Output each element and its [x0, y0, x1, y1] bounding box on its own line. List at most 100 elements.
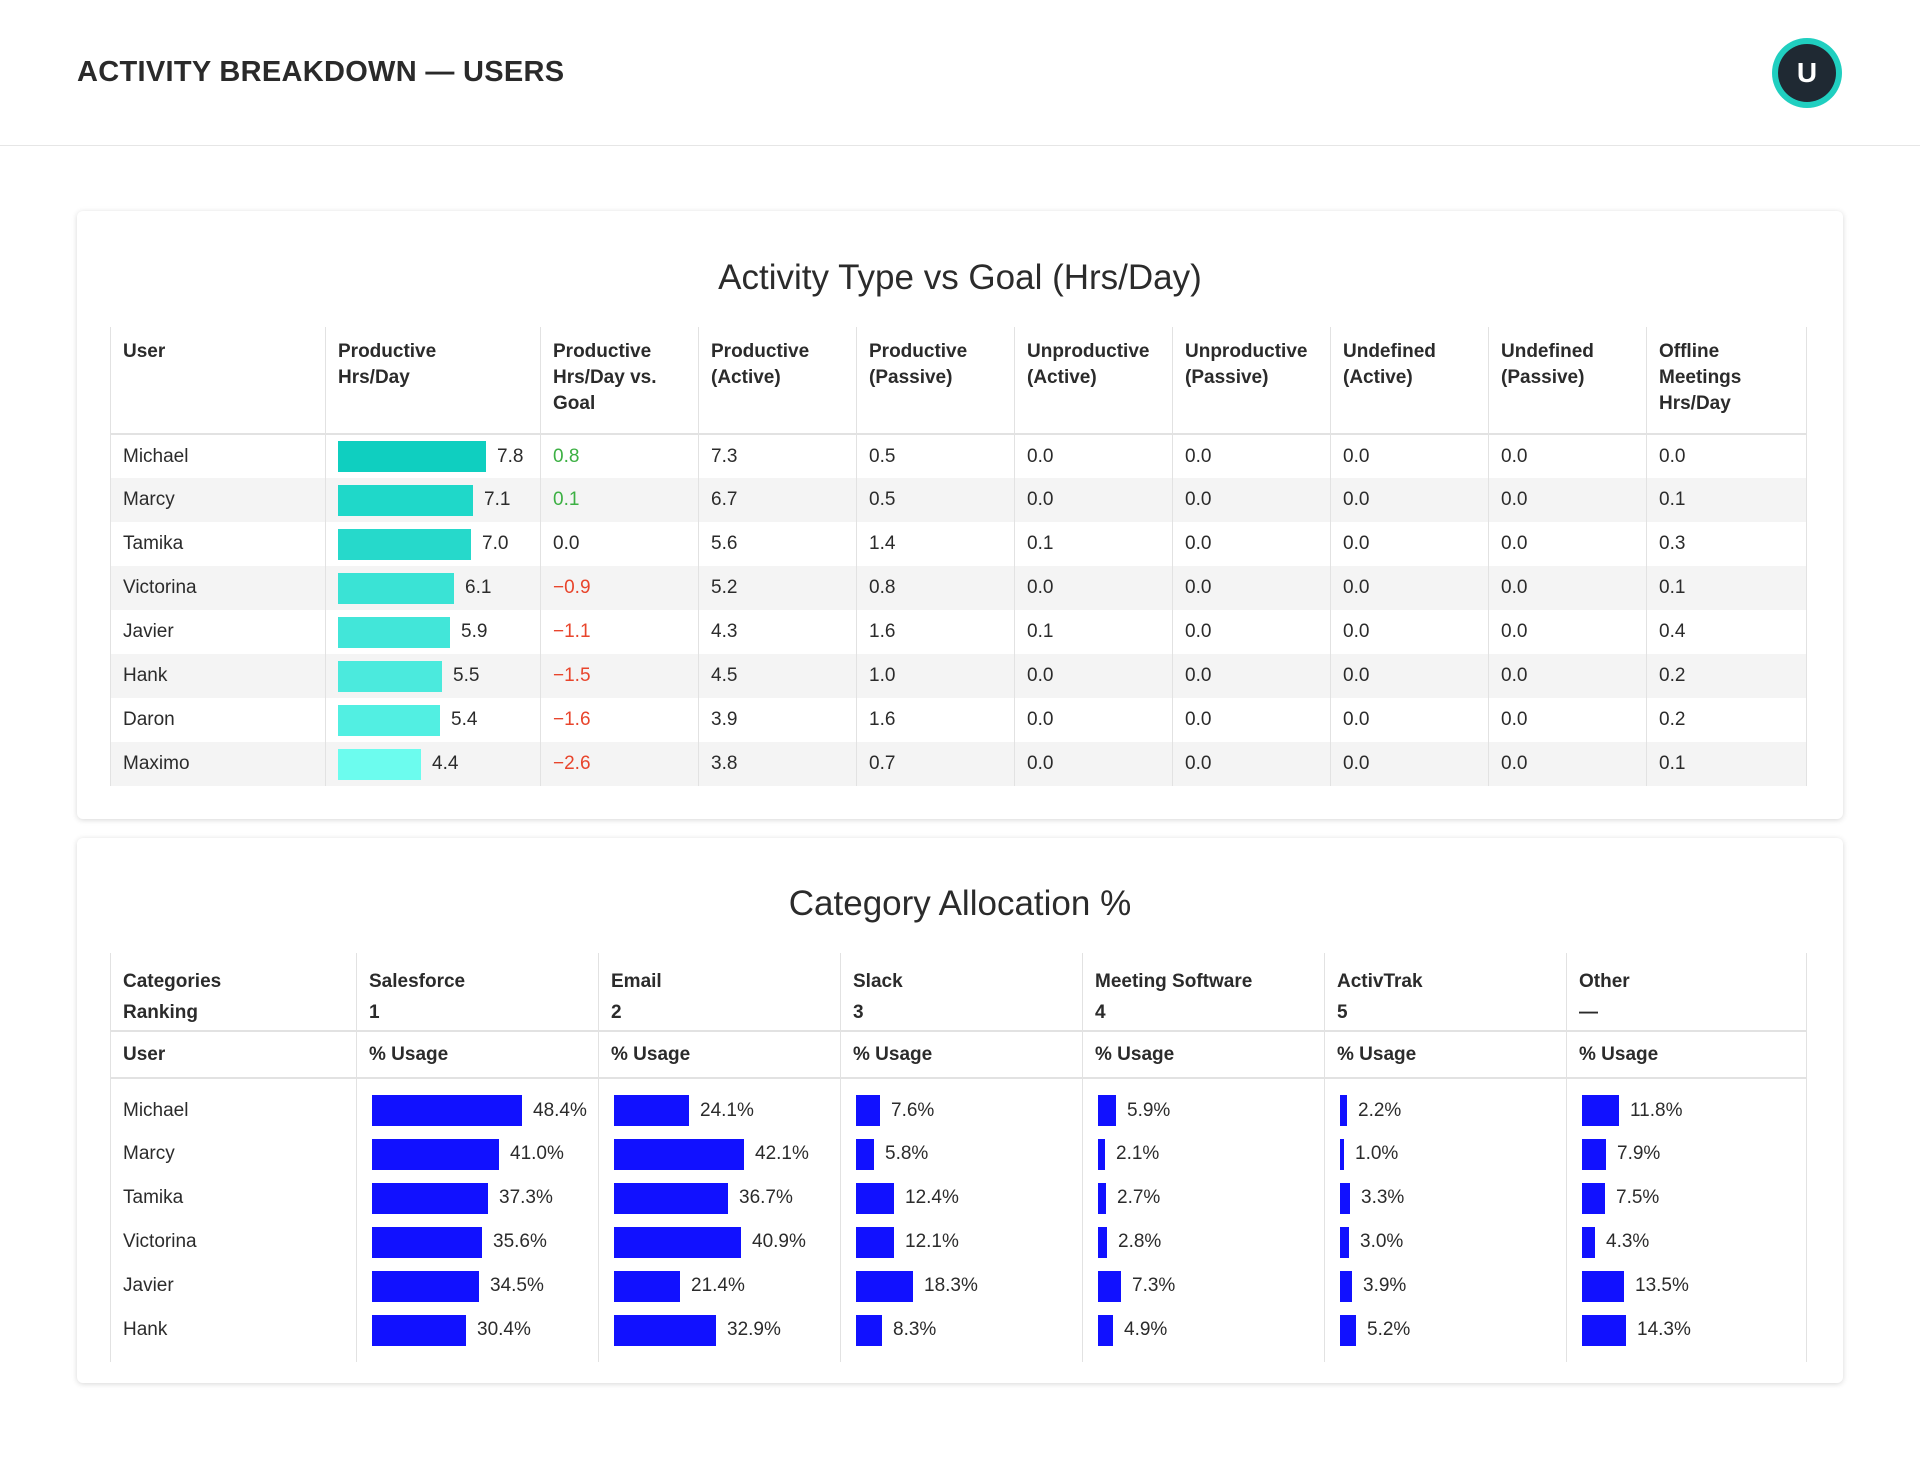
user-name: Tamika	[110, 1176, 357, 1220]
usage-bar-wrap: 2.1%	[1095, 1138, 1324, 1170]
usage-cell: 34.5%	[356, 1264, 599, 1308]
vs-goal-value: 0.1	[540, 478, 699, 522]
usage-bar	[1340, 1182, 1350, 1214]
column-header[interactable]: Productive (Active)	[698, 327, 857, 435]
category-header[interactable]: ActivTrak 5	[1324, 953, 1567, 1032]
user-name: Michael	[110, 434, 326, 478]
u-passive-value: 0.0	[1172, 434, 1331, 478]
column-header[interactable]: Unproductive (Active)	[1014, 327, 1173, 435]
usage-cell: 36.7%	[598, 1176, 841, 1220]
productive-hours-cell: 6.1	[325, 566, 541, 610]
u-passive-value: 0.0	[1172, 566, 1331, 610]
usage-value: 2.7%	[1117, 1187, 1161, 1208]
user-name: Victorina	[110, 1220, 357, 1264]
usage-bar	[614, 1095, 689, 1126]
usage-bar	[1340, 1314, 1356, 1346]
productive-bar-wrap: 7.0	[338, 528, 540, 560]
usage-bar-wrap: 1.0%	[1337, 1138, 1566, 1170]
usage-cell: 3.0%	[1324, 1220, 1567, 1264]
usage-cell: 32.9%	[598, 1308, 841, 1362]
productive-value: 7.8	[497, 445, 524, 467]
column-header[interactable]: Undefined (Passive)	[1488, 327, 1647, 435]
category-card-title: Category Allocation %	[788, 884, 1132, 923]
category-header[interactable]: Email 2	[598, 953, 841, 1032]
category-header[interactable]: Slack 3	[840, 953, 1083, 1032]
category-rank: 2	[611, 1002, 622, 1023]
column-header[interactable]: Undefined (Active)	[1330, 327, 1489, 435]
usage-cell: 7.6%	[840, 1078, 1083, 1132]
usage-value: 41.0%	[510, 1143, 564, 1164]
user-name: Maximo	[110, 742, 326, 786]
u-active-value: 0.0	[1014, 478, 1173, 522]
usage-bar	[614, 1226, 741, 1258]
category-header[interactable]: Salesforce 1	[356, 953, 599, 1032]
p-active-value: 5.2	[698, 566, 857, 610]
table-row: Daron 5.4 −1.6 3.9 1.6 0.0 0.0 0.0 0.0 0.2	[110, 698, 1807, 742]
usage-cell: 2.7%	[1082, 1176, 1325, 1220]
p-active-value: 7.3	[698, 434, 857, 478]
avatar[interactable]: U	[1772, 37, 1842, 108]
usage-label: % Usage	[1566, 1031, 1807, 1079]
category-name: Slack	[853, 971, 903, 992]
productive-hours-cell: 5.4	[325, 698, 541, 742]
usage-cell: 5.2%	[1324, 1308, 1567, 1362]
usage-bar	[614, 1182, 728, 1214]
productive-hours-cell: 4.4	[325, 742, 541, 786]
usage-cell: 7.5%	[1566, 1176, 1807, 1220]
column-header[interactable]: Unproductive (Passive)	[1172, 327, 1331, 435]
productive-value: 5.9	[461, 621, 488, 642]
p-active-value: 3.8	[698, 742, 857, 786]
productive-value: 4.4	[432, 753, 459, 774]
u-passive-value: 0.0	[1172, 478, 1331, 522]
usage-cell: 4.9%	[1082, 1308, 1325, 1362]
column-header[interactable]: Productive Hrs/Day	[325, 327, 541, 435]
u-passive-value: 0.0	[1172, 654, 1331, 698]
usage-bar	[1098, 1270, 1121, 1302]
productive-hours-cell: 5.5	[325, 654, 541, 698]
usage-bar-wrap: 30.4%	[369, 1314, 598, 1346]
category-ranking-row: Categories Ranking Salesforce 1 Email 2 Slack 3…	[110, 953, 1807, 1032]
usage-bar-wrap: 3.0%	[1337, 1226, 1566, 1258]
user-name: Tamika	[110, 522, 326, 566]
activity-table-header: User Productive Hrs/Day Productive Hrs/Day v…	[110, 327, 1807, 435]
p-passive-value: 0.5	[856, 434, 1015, 478]
productive-bar	[338, 748, 421, 780]
column-header[interactable]: Offline Meetings Hrs/Day	[1646, 327, 1807, 435]
usage-value: 21.4%	[691, 1275, 745, 1296]
p-passive-value: 1.4	[856, 522, 1015, 566]
productive-hours-cell: 7.0	[325, 522, 541, 566]
usage-bar	[856, 1226, 894, 1258]
usage-value: 42.1%	[755, 1143, 809, 1164]
vs-goal-value: −1.1	[540, 610, 699, 654]
usage-bar-wrap: 7.3%	[1095, 1270, 1324, 1302]
usage-cell: 3.3%	[1324, 1176, 1567, 1220]
usage-cell: 18.3%	[840, 1264, 1083, 1308]
vs-goal-value: 0.0	[540, 522, 699, 566]
usage-value: 2.2%	[1358, 1099, 1402, 1121]
usage-cell: 21.4%	[598, 1264, 841, 1308]
usage-bar-wrap: 42.1%	[611, 1138, 840, 1170]
usage-cell: 7.9%	[1566, 1132, 1807, 1176]
usage-bar	[1098, 1226, 1107, 1258]
usage-value: 11.8%	[1630, 1099, 1683, 1121]
column-header[interactable]: Productive Hrs/Day vs. Goal	[540, 327, 699, 435]
productive-bar	[338, 704, 440, 736]
usage-bar	[1098, 1138, 1105, 1170]
category-header[interactable]: Meeting Software 4	[1082, 953, 1325, 1032]
category-rank: 1	[369, 1002, 380, 1023]
category-rank: 4	[1095, 1002, 1106, 1023]
usage-cell: 5.8%	[840, 1132, 1083, 1176]
column-header[interactable]: User	[110, 327, 326, 435]
column-header[interactable]: Productive (Passive)	[856, 327, 1015, 435]
usage-bar-wrap: 11.8%	[1579, 1095, 1806, 1126]
usage-bar-wrap: 36.7%	[611, 1182, 840, 1214]
category-header[interactable]: Other —	[1566, 953, 1807, 1032]
usage-bar	[856, 1182, 894, 1214]
usage-cell: 3.9%	[1324, 1264, 1567, 1308]
usage-value: 40.9%	[752, 1231, 806, 1252]
category-rank: —	[1579, 1002, 1598, 1023]
usage-value: 8.3%	[893, 1319, 937, 1340]
usage-value: 7.9%	[1617, 1143, 1661, 1164]
usage-label: % Usage	[598, 1031, 841, 1079]
table-row: Hank 5.5 −1.5 4.5 1.0 0.0 0.0 0.0 0.0 0.2	[110, 654, 1807, 698]
